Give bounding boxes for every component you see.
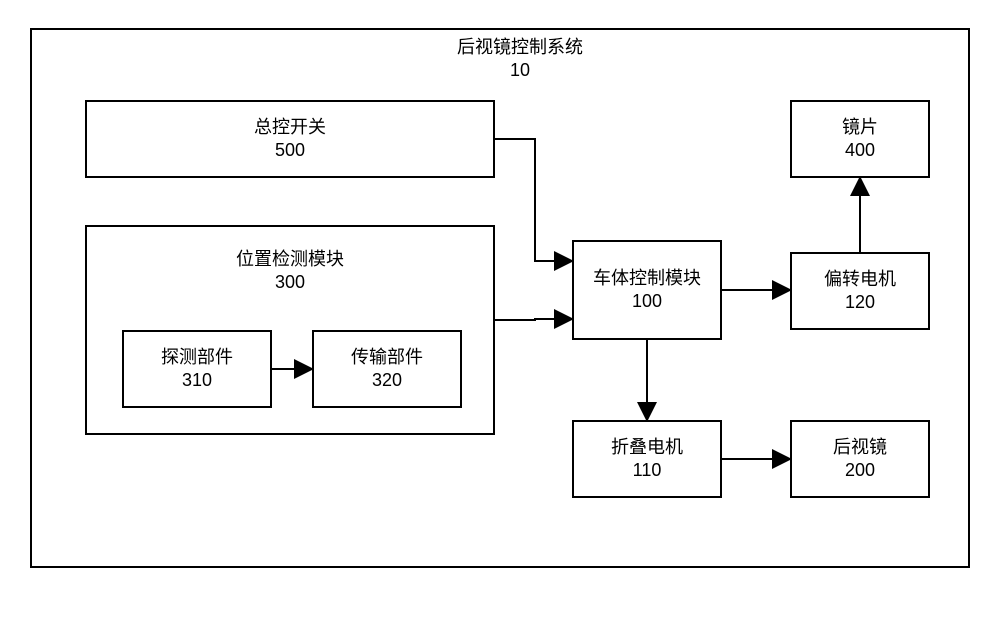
node-mirror-num: 200 — [845, 459, 875, 482]
node-lens-num: 400 — [845, 139, 875, 162]
node-body-ctrl-num: 100 — [632, 290, 662, 313]
node-fold-motor-num: 110 — [633, 459, 662, 482]
node-deflect-motor-num: 120 — [845, 291, 875, 314]
node-pos-module-title: 位置检测模块 300 — [85, 248, 495, 295]
node-pos-module-label: 位置检测模块 — [85, 248, 495, 271]
node-transmit-label: 传输部件 — [351, 346, 423, 369]
diagram-canvas: 后视镜控制系统 10 总控开关 500 位置检测模块 300 探测部件 310 … — [0, 0, 1000, 625]
node-mirror-label: 后视镜 — [833, 436, 887, 459]
node-deflect-motor-label: 偏转电机 — [824, 268, 896, 291]
node-lens-label: 镜片 — [842, 116, 878, 139]
node-detect-num: 310 — [182, 369, 212, 392]
node-master-switch-label: 总控开关 — [254, 116, 326, 139]
node-detect: 探测部件 310 — [122, 330, 272, 408]
node-pos-module-num: 300 — [85, 271, 495, 294]
node-fold-motor: 折叠电机 110 — [572, 420, 722, 498]
node-body-ctrl: 车体控制模块 100 — [572, 240, 722, 340]
node-detect-label: 探测部件 — [161, 346, 233, 369]
node-body-ctrl-label: 车体控制模块 — [593, 267, 701, 290]
node-master-switch: 总控开关 500 — [85, 100, 495, 178]
node-mirror: 后视镜 200 — [790, 420, 930, 498]
node-transmit: 传输部件 320 — [312, 330, 462, 408]
system-title-label: 后视镜控制系统 — [420, 36, 620, 59]
node-lens: 镜片 400 — [790, 100, 930, 178]
system-title: 后视镜控制系统 10 — [420, 36, 620, 83]
system-title-num: 10 — [420, 59, 620, 82]
node-fold-motor-label: 折叠电机 — [611, 436, 683, 459]
node-deflect-motor: 偏转电机 120 — [790, 252, 930, 330]
node-transmit-num: 320 — [372, 369, 402, 392]
node-master-switch-num: 500 — [275, 139, 305, 162]
